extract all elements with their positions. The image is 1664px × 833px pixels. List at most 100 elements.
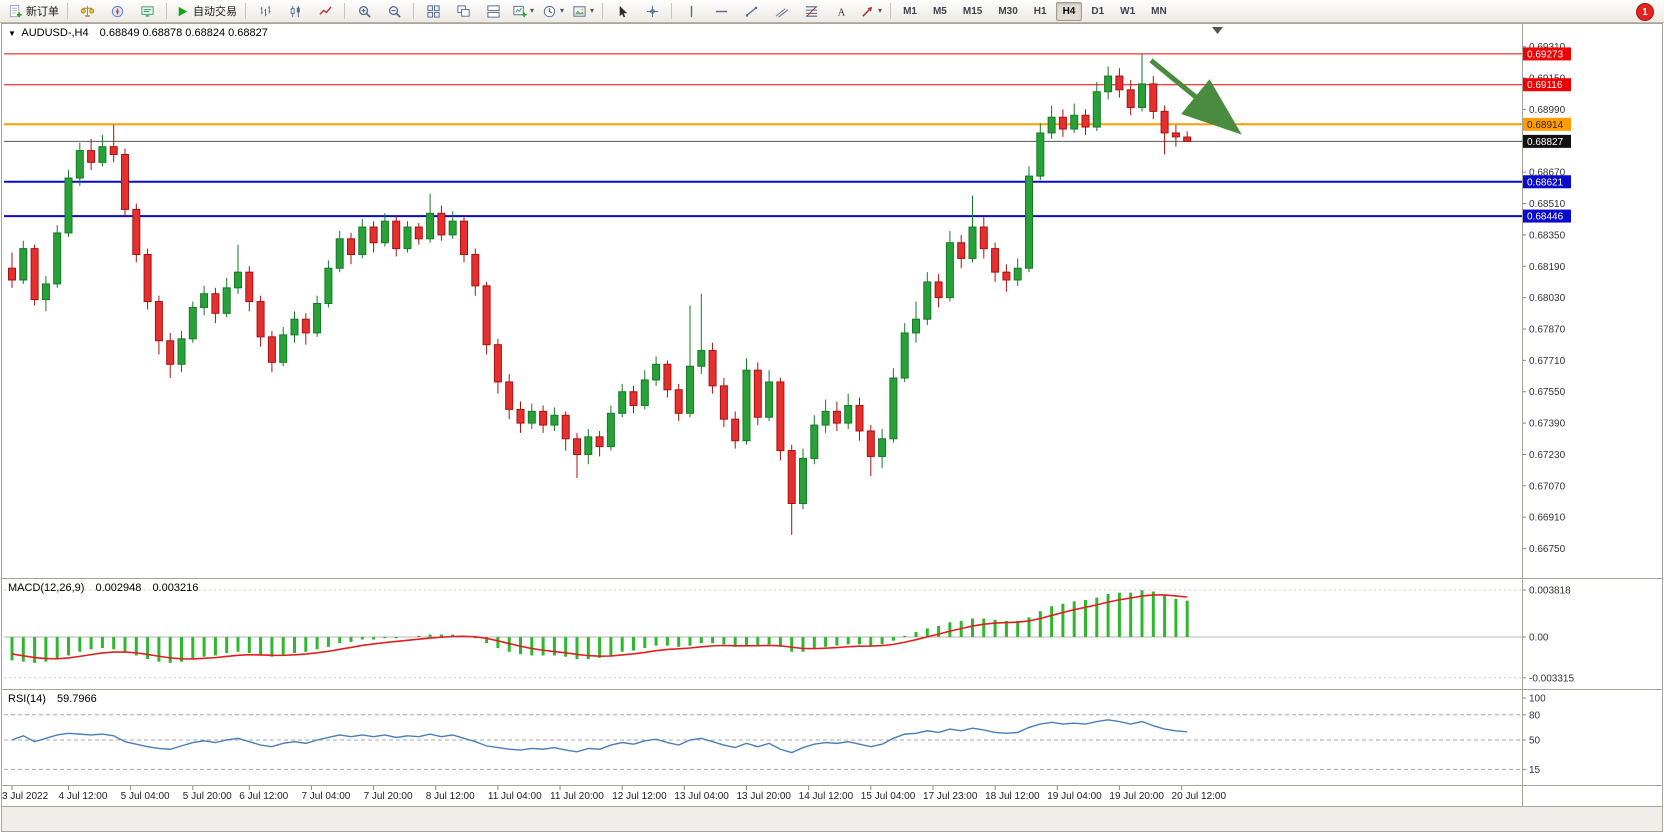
time-axis-label: 5 Jul 20:00: [183, 791, 232, 802]
candle-body: [200, 293, 209, 308]
timeframe-button-h4[interactable]: H4: [1055, 1, 1083, 21]
candle-body: [1138, 83, 1146, 108]
new-chart-button[interactable]: ▾: [508, 0, 538, 22]
candle-body: [414, 226, 423, 240]
svg-text:A: A: [837, 7, 845, 18]
zoom-out-button[interactable]: [379, 0, 409, 22]
toolbar-separator: [413, 3, 414, 19]
terminal-icon: [140, 4, 155, 19]
trendline-button[interactable]: [736, 0, 766, 22]
bar-chart-button[interactable]: [250, 0, 280, 22]
new-order-icon: [8, 4, 23, 19]
macd-scale-label: 0.003818: [1529, 586, 1571, 597]
timeframe-button-m30[interactable]: M30: [998, 5, 1018, 17]
vertical-line-button[interactable]: [676, 0, 706, 22]
dropdown-caret-icon[interactable]: ▾: [878, 6, 883, 15]
candle-body: [188, 306, 197, 340]
candle-body: [369, 226, 378, 244]
line-chart-icon: [318, 4, 333, 19]
arrange-windows-button[interactable]: [478, 0, 508, 22]
timeframe-button-h1[interactable]: H1: [1033, 5, 1047, 17]
candle-body: [945, 242, 954, 299]
price-tick-label: 0.66910: [1529, 513, 1566, 524]
time-axis[interactable]: 3 Jul 2022 4 Jul 12:00 5 Jul 04:00 5 Jul 20…: [2, 786, 1226, 802]
timeframe-button-m15[interactable]: M15: [962, 5, 983, 17]
candle-body: [697, 350, 706, 367]
notification-badge[interactable]: 1: [1636, 3, 1654, 21]
candle-body: [968, 226, 977, 259]
candle-body: [550, 414, 559, 426]
autotrading-button[interactable]: 自动交易: [171, 0, 241, 22]
zoom-out-icon: [387, 4, 402, 19]
price-tick-label: 0.68670: [1529, 168, 1566, 179]
dropdown-caret-icon[interactable]: ▾: [590, 6, 595, 15]
candle-body: [30, 248, 39, 301]
candle-body: [301, 318, 310, 334]
time-axis-label: 5 Jul 04:00: [121, 791, 170, 802]
cursor-button[interactable]: [607, 0, 637, 22]
new-order-button[interactable]: 新订单: [4, 0, 63, 22]
navigator-button[interactable]: [102, 0, 132, 22]
toolbar-separator: [602, 3, 604, 19]
time-axis-label: 18 Jul 12:00: [985, 791, 1040, 802]
candle-body: [347, 238, 355, 255]
dropdown-caret-icon[interactable]: ▾: [530, 6, 535, 15]
line-chart-button[interactable]: [310, 0, 340, 22]
timeframe-button-m1[interactable]: M1: [903, 5, 917, 17]
tile-windows-icon: [426, 4, 441, 19]
tile-windows-button[interactable]: [418, 0, 448, 22]
candle-body: [1025, 175, 1033, 269]
candlestick-chart-button[interactable]: [280, 0, 310, 22]
chart-collapse-icon[interactable]: ▼: [8, 29, 16, 38]
candle-body: [663, 363, 672, 391]
candle-body: [1171, 132, 1180, 138]
candle-body: [957, 242, 966, 259]
zoom-in-icon: [357, 4, 372, 19]
arrows-button[interactable]: ▾: [856, 0, 886, 22]
toolbar-separator: [671, 3, 673, 19]
terminal-button[interactable]: [132, 0, 162, 22]
timeframe-button-mn[interactable]: MN: [1151, 5, 1167, 17]
play-icon: [175, 4, 190, 19]
candlestick-chart-icon: [288, 4, 303, 19]
fibonacci-button[interactable]: [796, 0, 826, 22]
fibonacci-icon: [804, 4, 819, 19]
time-axis-label: 11 Jul 04:00: [488, 791, 542, 802]
cascade-windows-button[interactable]: [448, 0, 478, 22]
crosshair-button[interactable]: [637, 0, 667, 22]
timeframe-button-d1[interactable]: D1: [1091, 5, 1105, 17]
rsi-scale-label: 15: [1529, 765, 1541, 776]
candle-body: [1058, 116, 1067, 130]
zoom-in-button[interactable]: [349, 0, 379, 22]
templates-button[interactable]: ▾: [568, 0, 598, 22]
channel-button[interactable]: [766, 0, 796, 22]
candle-body: [866, 430, 875, 457]
text-button[interactable]: A: [826, 0, 856, 22]
timeframe-button-w1[interactable]: W1: [1120, 5, 1136, 17]
candle-body: [787, 450, 796, 504]
dropdown-caret-icon[interactable]: ▾: [560, 6, 565, 15]
candle-body: [324, 267, 333, 305]
candle-body: [19, 248, 28, 281]
price-badge: 0.69273: [1523, 47, 1571, 61]
candle-body: [595, 436, 604, 448]
periods-button[interactable]: ▾: [538, 0, 568, 22]
candle-body: [8, 267, 16, 281]
candle-body: [1183, 136, 1192, 142]
macd-panel: 0.003818 0.00 -0.003315: [4, 586, 1574, 684]
price-tick-label: 0.68030: [1529, 293, 1566, 304]
market-watch-button[interactable]: [72, 0, 102, 22]
candle-body: [313, 303, 322, 334]
timeframe-button-m5[interactable]: M5: [932, 5, 947, 17]
rsi-panel: 100 80 50 15: [4, 694, 1546, 776]
candle-body: [471, 253, 480, 287]
candle-body: [121, 154, 129, 210]
time-axis-label: 12 Jul 12:00: [612, 791, 667, 802]
trend-arrow[interactable]: [1149, 58, 1242, 135]
autotrading-button-label: 自动交易: [193, 6, 237, 18]
horizontal-line-button[interactable]: [706, 0, 736, 22]
chart-shift-marker[interactable]: [1212, 27, 1223, 34]
candle-body: [832, 410, 841, 424]
time-axis-label: 13 Jul 04:00: [674, 791, 729, 802]
